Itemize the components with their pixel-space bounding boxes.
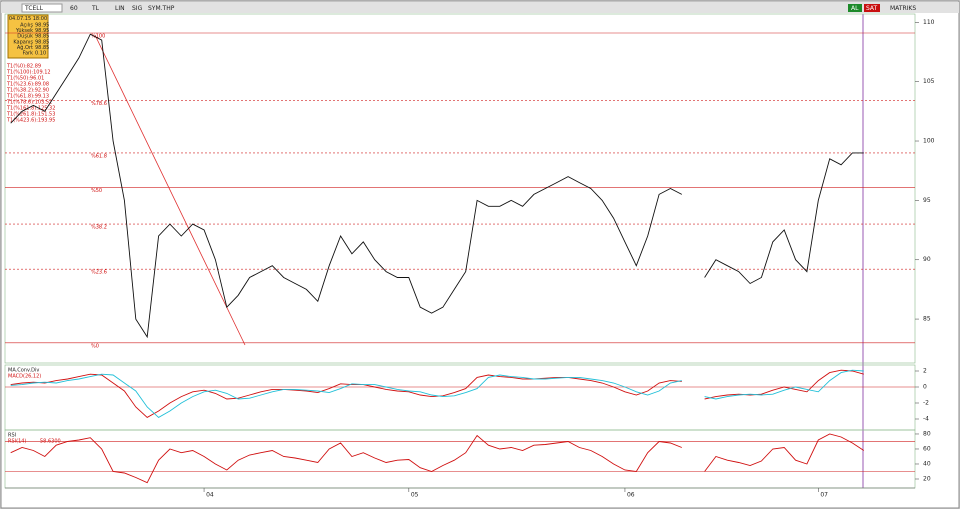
info-date: 04.07.15 18:00 xyxy=(9,16,47,22)
sell-button[interactable] xyxy=(864,4,880,12)
x-tick-label: 06 xyxy=(627,492,635,499)
series-value: 58.6300 xyxy=(40,439,61,445)
y-tick-label: -4 xyxy=(923,416,929,423)
y-tick-label: 60 xyxy=(923,445,931,452)
info-value: 98.85 xyxy=(35,34,49,40)
y-tick-label: 90 xyxy=(923,256,931,263)
info-label: Açılış xyxy=(20,23,33,29)
fib-item: T1(%38.2):92.90 xyxy=(6,88,49,94)
toolbar-item[interactable]: TL xyxy=(91,5,100,12)
fib-item: T1(%61.8):99.13 xyxy=(6,94,49,100)
y-tick-label: 95 xyxy=(923,197,931,204)
toolbar-item[interactable]: SIG xyxy=(132,5,143,12)
y-tick-label: 80 xyxy=(923,430,931,437)
panel xyxy=(4,13,916,364)
fib-item: T1(%50):96.01 xyxy=(6,76,44,82)
info-label: Düşük xyxy=(17,34,33,40)
toolbar-item[interactable]: SYM.THP xyxy=(148,5,175,12)
buy-button[interactable] xyxy=(848,4,862,12)
series-name: MACD(26,12) xyxy=(8,374,41,380)
info-label: Kapanış xyxy=(13,39,33,45)
series-line xyxy=(10,369,864,418)
fib-item: T1(%161.8):125.32 xyxy=(6,106,55,112)
panel-title: RSI xyxy=(8,433,16,439)
level-label: %78.6 xyxy=(91,101,107,107)
panel-title: MA.Conv.Div xyxy=(8,368,39,374)
y-tick-label: 0 xyxy=(923,384,927,391)
y-tick-label: 85 xyxy=(923,316,931,323)
y-tick-label: -2 xyxy=(923,400,929,407)
fib-item: T1(%23.6):89.08 xyxy=(6,82,49,88)
info-label: Yüksek xyxy=(15,28,33,34)
info-box xyxy=(7,14,49,59)
brand: MATRIKS xyxy=(890,5,916,12)
symbol-box[interactable] xyxy=(21,3,63,13)
y-tick-label: 2 xyxy=(923,368,927,375)
x-tick-label: 04 xyxy=(206,492,214,499)
level-label: %23.6 xyxy=(91,270,107,276)
symbol: TCELL xyxy=(24,5,44,12)
buy-label: AL xyxy=(851,5,859,12)
sell-label: SAT xyxy=(866,5,878,12)
y-tick-label: 20 xyxy=(923,475,931,482)
fib-item: T1(%423.6):193.95 xyxy=(6,118,55,124)
series-name: RSI(14) xyxy=(8,439,26,445)
info-value: 98.95 xyxy=(35,28,49,34)
series-line xyxy=(10,433,865,484)
toolbar-item[interactable]: LIN xyxy=(115,5,125,12)
fib-item: T1(%261.8):151.53 xyxy=(6,112,55,118)
y-tick-label: 105 xyxy=(923,78,935,85)
info-value: 98.85 xyxy=(35,39,49,45)
x-tick-label: 05 xyxy=(411,492,419,499)
y-tick-label: 40 xyxy=(923,460,931,467)
y-tick-label: 110 xyxy=(923,19,935,26)
y-tick-label: 100 xyxy=(923,138,935,145)
period[interactable]: 60 xyxy=(70,5,78,12)
fib-item: T1(%78.6):103.52 xyxy=(6,100,52,106)
fib-item: T1(%100):109.12 xyxy=(6,70,51,76)
series-line xyxy=(10,33,864,339)
x-tick-label: 07 xyxy=(820,492,828,499)
info-value: 0.10 xyxy=(35,51,46,57)
info-label: Fark xyxy=(23,51,34,57)
toolbar xyxy=(1,2,959,13)
level-label: %100 xyxy=(91,33,105,39)
level-label: %50 xyxy=(91,188,102,194)
fib-item: T1(%0):82.89 xyxy=(6,64,41,70)
level-label: %61.8 xyxy=(91,153,107,159)
info-value: 98.85 xyxy=(35,45,49,51)
level-label: %0 xyxy=(91,343,99,349)
info-value: 98.95 xyxy=(35,23,49,29)
info-label: Ağ.Ort xyxy=(17,44,33,51)
trend-line xyxy=(94,34,246,346)
level-label: %38.2 xyxy=(91,225,107,231)
